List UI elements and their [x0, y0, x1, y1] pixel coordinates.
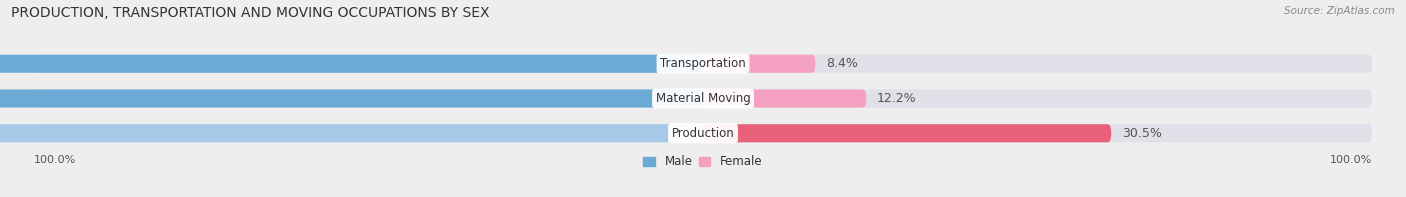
Text: PRODUCTION, TRANSPORTATION AND MOVING OCCUPATIONS BY SEX: PRODUCTION, TRANSPORTATION AND MOVING OC…: [11, 6, 489, 20]
FancyBboxPatch shape: [0, 124, 703, 142]
FancyBboxPatch shape: [34, 124, 1372, 142]
Text: Production: Production: [672, 127, 734, 140]
Legend: Male, Female: Male, Female: [638, 151, 768, 173]
FancyBboxPatch shape: [0, 89, 703, 108]
FancyBboxPatch shape: [34, 89, 1372, 108]
Text: 8.4%: 8.4%: [827, 57, 858, 70]
Text: 30.5%: 30.5%: [1122, 127, 1161, 140]
Text: 100.0%: 100.0%: [1330, 155, 1372, 165]
Text: Source: ZipAtlas.com: Source: ZipAtlas.com: [1284, 6, 1395, 16]
FancyBboxPatch shape: [34, 55, 1372, 73]
FancyBboxPatch shape: [703, 89, 866, 108]
Text: Transportation: Transportation: [661, 57, 745, 70]
FancyBboxPatch shape: [703, 124, 1111, 142]
FancyBboxPatch shape: [703, 55, 815, 73]
Text: Material Moving: Material Moving: [655, 92, 751, 105]
Text: 100.0%: 100.0%: [34, 155, 76, 165]
FancyBboxPatch shape: [0, 55, 703, 73]
Text: 12.2%: 12.2%: [877, 92, 917, 105]
